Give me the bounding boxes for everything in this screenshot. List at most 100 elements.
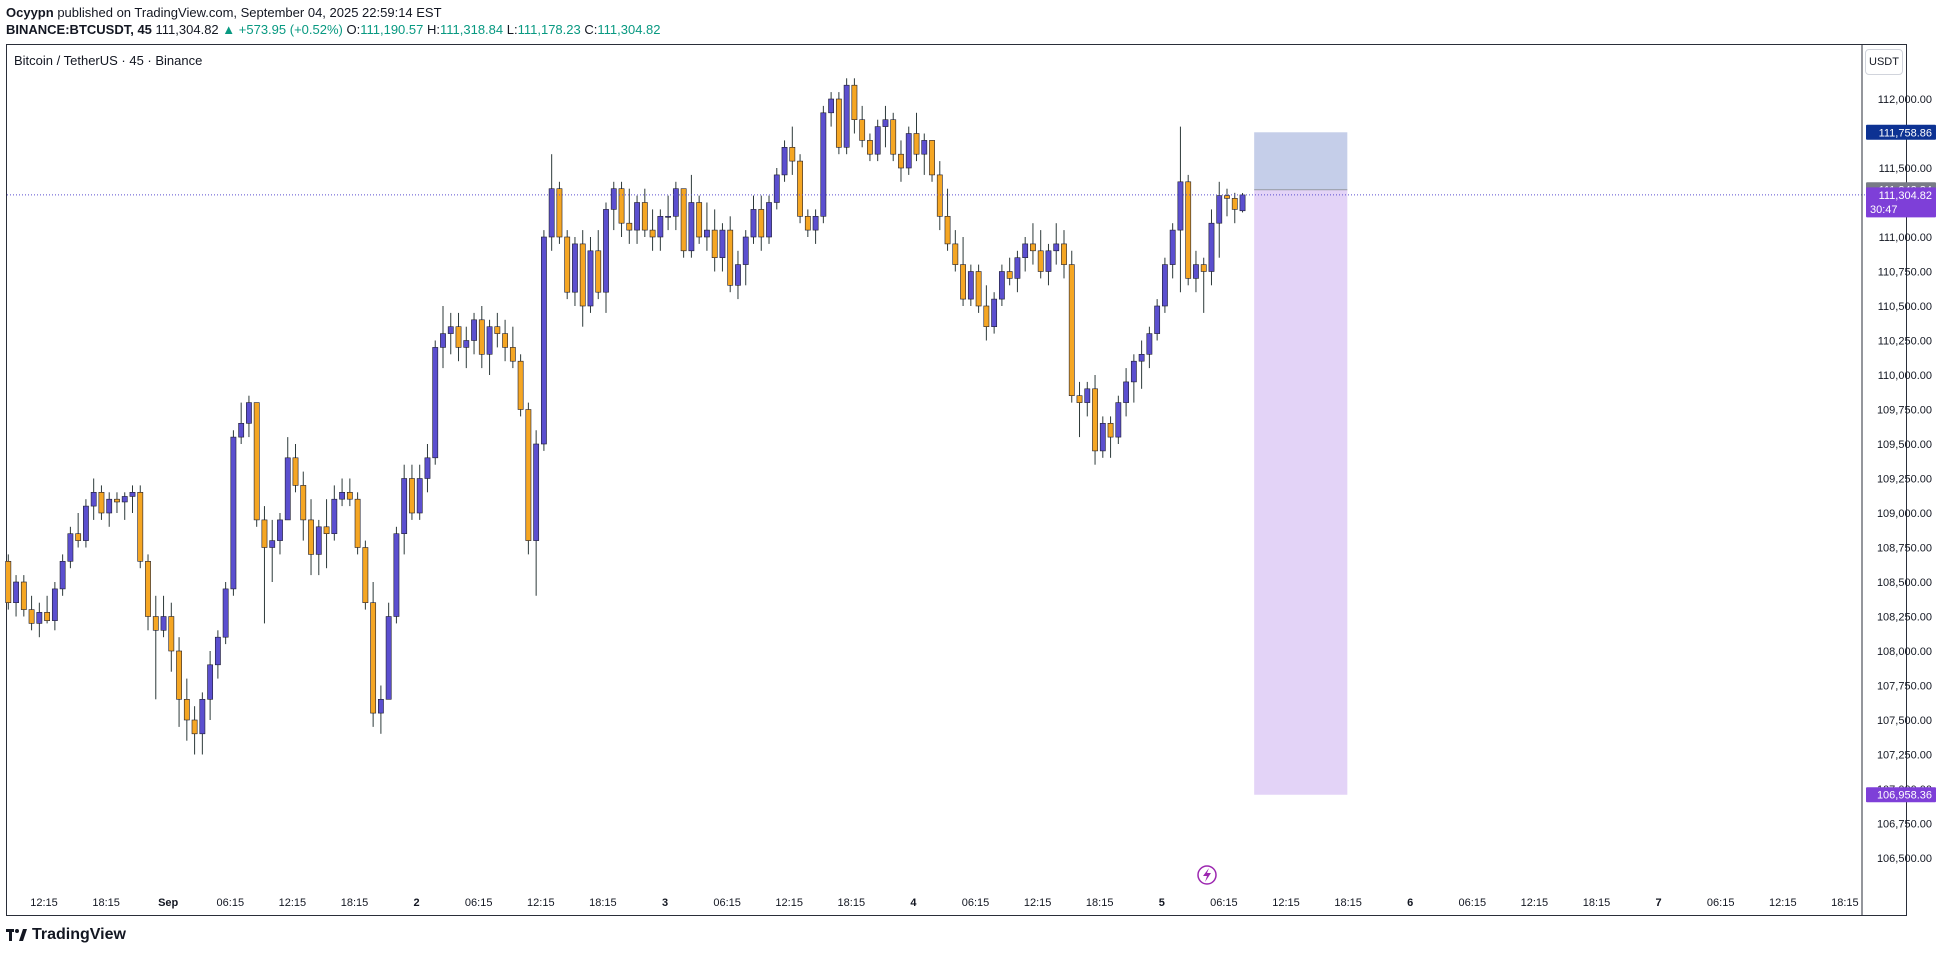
candle-body-up [230, 436, 237, 590]
candle [106, 492, 113, 527]
candle-body-up [967, 271, 974, 300]
candle [238, 402, 245, 444]
candle-body-down [455, 326, 462, 348]
candle [641, 188, 648, 237]
time-tick-label: 06:15 [713, 897, 741, 909]
candle [1084, 381, 1091, 417]
candle [859, 105, 866, 148]
candle-body-up [401, 478, 408, 535]
candle [28, 595, 35, 631]
time-tick-label: 12:15 [1272, 897, 1300, 909]
candle [766, 195, 772, 244]
candle [867, 133, 873, 162]
candle [300, 471, 307, 541]
time-tick-label: 12:15 [1521, 897, 1549, 909]
price-axis: 112,000.00 111,500.00 111,000.00 110,750.00… [1861, 45, 1936, 915]
candle-body-up [1216, 195, 1223, 224]
candle [1224, 188, 1230, 217]
stop-price-label-bg [1866, 787, 1936, 803]
candle-body-up [812, 216, 819, 231]
price-tick-label: 108,750.00 [1877, 543, 1932, 555]
candle-body-down [680, 188, 687, 252]
candle-body-up [688, 202, 695, 252]
candle [246, 395, 252, 438]
time-tick-label: 2 [414, 897, 420, 909]
candle [191, 706, 198, 755]
candle-body-down [913, 133, 920, 155]
candle [168, 602, 175, 672]
candle-body-down [835, 98, 842, 148]
candle-body-up [432, 347, 439, 459]
author-name[interactable]: Ocyypn [6, 5, 54, 20]
candle [67, 526, 74, 569]
candle [339, 478, 345, 507]
candle [230, 430, 237, 596]
candle-body-up [773, 174, 780, 203]
candle [486, 319, 493, 375]
candle-body-down [478, 319, 485, 355]
candle-body-down [183, 698, 190, 721]
candle-body-down [626, 222, 633, 231]
candle-body-down [898, 153, 904, 169]
candle [75, 513, 82, 548]
candle [843, 78, 850, 155]
price-tick-label: 109,500.00 [1877, 439, 1932, 451]
candle-body-down [944, 216, 951, 245]
time-tick-label: 06:15 [1459, 897, 1487, 909]
candle-body-up [548, 188, 555, 238]
candle-body-up [129, 491, 136, 497]
candle-body-down [1037, 250, 1044, 272]
candle-body-up [269, 540, 276, 548]
candle-body-up [393, 533, 400, 617]
candle [975, 264, 982, 313]
candle [991, 292, 998, 334]
candle [1138, 340, 1145, 389]
candle [129, 485, 136, 513]
candles [5, 78, 1246, 755]
candle-body-down [1231, 198, 1238, 210]
candle-body-down [890, 119, 897, 155]
candle-body-down [20, 581, 27, 610]
price-tick-label: 112,000.00 [1878, 94, 1932, 106]
price-tick-label: 107,750.00 [1877, 681, 1932, 693]
price-tick-label: 109,750.00 [1877, 405, 1932, 417]
candle [432, 340, 439, 465]
candle [447, 312, 454, 355]
candle-body-up [214, 636, 221, 666]
candle-body-up [1053, 243, 1060, 252]
candle-body-down [168, 616, 175, 652]
candle [346, 478, 353, 507]
candle-body-down [952, 243, 959, 265]
candle [572, 237, 578, 306]
price-tick-label: 111,000.00 [1879, 232, 1932, 244]
candle-body-up [665, 216, 672, 218]
price-tick-label: 109,250.00 [1877, 474, 1932, 486]
candle [998, 264, 1005, 306]
candle [797, 154, 803, 224]
candle [773, 168, 780, 210]
candle [564, 230, 571, 300]
candle-body-down [1185, 181, 1192, 279]
candle-body-down [346, 491, 353, 500]
time-tick-label: 12:15 [30, 897, 58, 909]
candle-body-down [370, 602, 377, 714]
candle [525, 402, 532, 555]
time-tick-label: 6 [1407, 897, 1413, 909]
low-label: L: [506, 22, 518, 37]
candle-body-down [1068, 264, 1075, 397]
candle-body-down [28, 609, 35, 624]
currency-unit-button[interactable]: USDT [1865, 49, 1903, 75]
lightning-icon [1197, 865, 1217, 885]
candle-body-down [618, 188, 625, 224]
candle [828, 92, 835, 127]
price-tick-label: 106,500.00 [1877, 853, 1932, 865]
candle-body-down [176, 650, 182, 700]
time-tick-label: 06:15 [465, 897, 493, 909]
candle-body-up [905, 133, 912, 169]
candle-body-up [207, 664, 214, 700]
candle [137, 485, 144, 569]
candle [416, 464, 423, 520]
price-tick-label: 111,500.00 [1879, 163, 1932, 175]
candle-body-down [75, 533, 82, 541]
